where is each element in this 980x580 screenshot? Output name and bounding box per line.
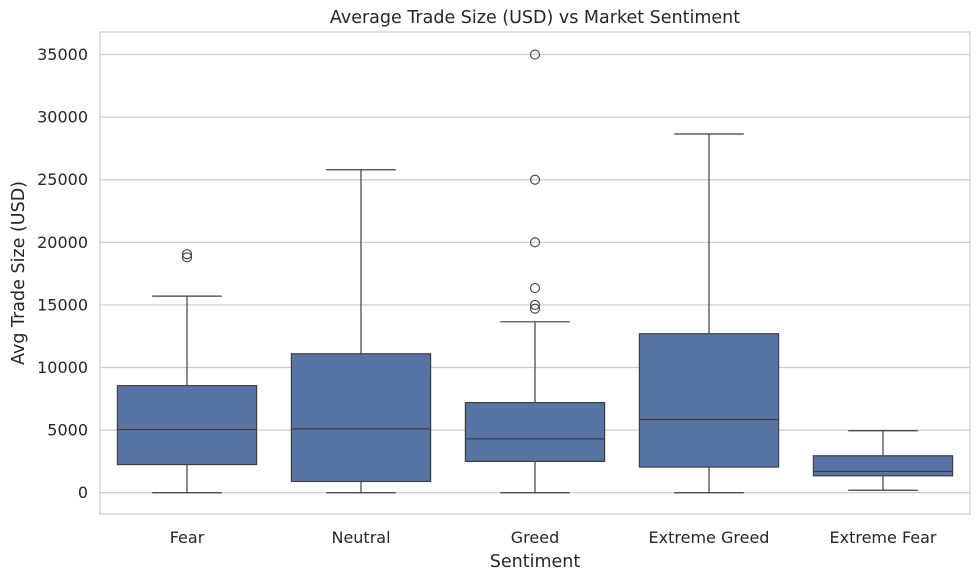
outlier-point: [181, 252, 193, 263]
box-group-fear: [116, 249, 258, 494]
y-tick-label: 35000: [37, 45, 88, 64]
x-axis-tick-labels: Fear Neutral Greed Extreme Greed Extreme Fea…: [170, 528, 937, 547]
y-tick-label: 0: [78, 483, 88, 502]
x-tick-label: Extreme Fear: [830, 528, 937, 547]
box-group-extreme-fear: [812, 430, 954, 491]
outlier-point: [529, 237, 541, 248]
y-tick-label: 20000: [37, 233, 88, 252]
box-group-extreme-greed: [638, 133, 780, 494]
box-group-greed: [464, 49, 606, 494]
x-tick-label: Fear: [170, 528, 205, 547]
box-series: [116, 49, 954, 494]
y-axis-tick-labels: 0 5000 10000 15000 20000 25000 30000 35000: [37, 45, 88, 502]
plot-area-frame: [99, 31, 971, 515]
x-tick-label: Neutral: [331, 528, 390, 547]
iqr-box: [638, 333, 780, 468]
iqr-box: [464, 401, 606, 463]
outlier-point: [529, 299, 541, 310]
y-axis-label: Avg Trade Size (USD): [9, 181, 29, 365]
iqr-box: [812, 455, 954, 477]
y-tick-label: 15000: [37, 295, 88, 314]
outlier-point: [529, 49, 541, 60]
y-tick-label: 30000: [37, 108, 88, 127]
y-tick-label: 10000: [37, 358, 88, 377]
iqr-box: [116, 385, 258, 466]
outlier-point: [529, 282, 541, 294]
chart-title: Average Trade Size (USD) vs Market Senti…: [330, 8, 740, 28]
outlier-point: [529, 174, 541, 185]
x-axis-label: Sentiment: [490, 552, 581, 572]
box-group-neutral: [290, 169, 432, 494]
y-tick-label: 25000: [37, 170, 88, 189]
outlier-point: [529, 303, 541, 314]
iqr-box: [290, 353, 432, 483]
y-tick-label: 5000: [47, 421, 88, 440]
outlier-point: [181, 249, 193, 260]
x-tick-label: Extreme Greed: [649, 528, 770, 547]
x-tick-label: Greed: [511, 528, 559, 547]
